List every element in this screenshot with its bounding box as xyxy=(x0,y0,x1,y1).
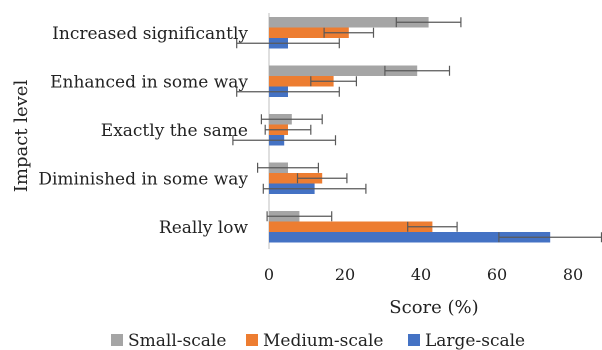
category-label-3: Diminished in some way xyxy=(38,169,248,189)
legend-swatch-large-scale xyxy=(408,334,420,346)
x-tick-label-1: 20 xyxy=(335,265,355,284)
bar-medium-scale-1 xyxy=(269,76,334,87)
x-tick-label-2: 40 xyxy=(411,265,431,284)
error-bar-small-scale-4 xyxy=(266,211,333,222)
category-label-1: Enhanced in some way xyxy=(50,72,248,92)
bar-small-scale-1 xyxy=(269,65,418,76)
error-bar-large-scale-3 xyxy=(262,183,367,194)
error-bar-medium-scale-4 xyxy=(407,221,458,232)
x-axis-title: Score (%) xyxy=(389,297,478,318)
legend-label-large-scale: Large-scale xyxy=(425,331,525,350)
x-tick-label-3: 60 xyxy=(487,265,507,284)
bar-medium-scale-4 xyxy=(269,221,433,232)
bar-large-scale-4 xyxy=(269,232,551,243)
error-bar-large-scale-2 xyxy=(232,135,337,146)
error-bar-large-scale-0 xyxy=(236,38,340,49)
x-tick-label-4: 80 xyxy=(563,265,583,284)
error-bar-medium-scale-0 xyxy=(323,27,375,38)
error-bar-medium-scale-2 xyxy=(264,124,312,135)
bar-medium-scale-3 xyxy=(269,173,323,184)
bar-small-scale-0 xyxy=(269,17,429,28)
y-axis-title: Impact level xyxy=(11,80,32,193)
plot-area: Increased significantly Enhanced in some … xyxy=(38,13,602,284)
category-label-4: Really low xyxy=(159,218,249,238)
error-bar-small-scale-2 xyxy=(260,114,323,125)
bar-medium-scale-0 xyxy=(269,27,349,38)
error-bar-large-scale-1 xyxy=(236,86,340,97)
legend-label-medium-scale: Medium-scale xyxy=(263,331,383,350)
legend-swatch-small-scale xyxy=(111,334,123,346)
legend-swatch-medium-scale xyxy=(246,334,258,346)
error-bar-small-scale-1 xyxy=(384,65,451,76)
category-label-2: Exactly the same xyxy=(101,121,248,141)
error-bar-medium-scale-3 xyxy=(296,173,348,184)
x-tick-label-0: 0 xyxy=(264,265,274,284)
error-bar-medium-scale-1 xyxy=(310,76,357,87)
category-label-0: Increased significantly xyxy=(52,24,248,44)
legend-label-small-scale: Small-scale xyxy=(128,331,226,350)
error-bar-small-scale-3 xyxy=(257,162,319,173)
error-bar-small-scale-0 xyxy=(395,17,462,28)
legend: Small-scale Medium-scale Large-scale xyxy=(111,331,525,350)
